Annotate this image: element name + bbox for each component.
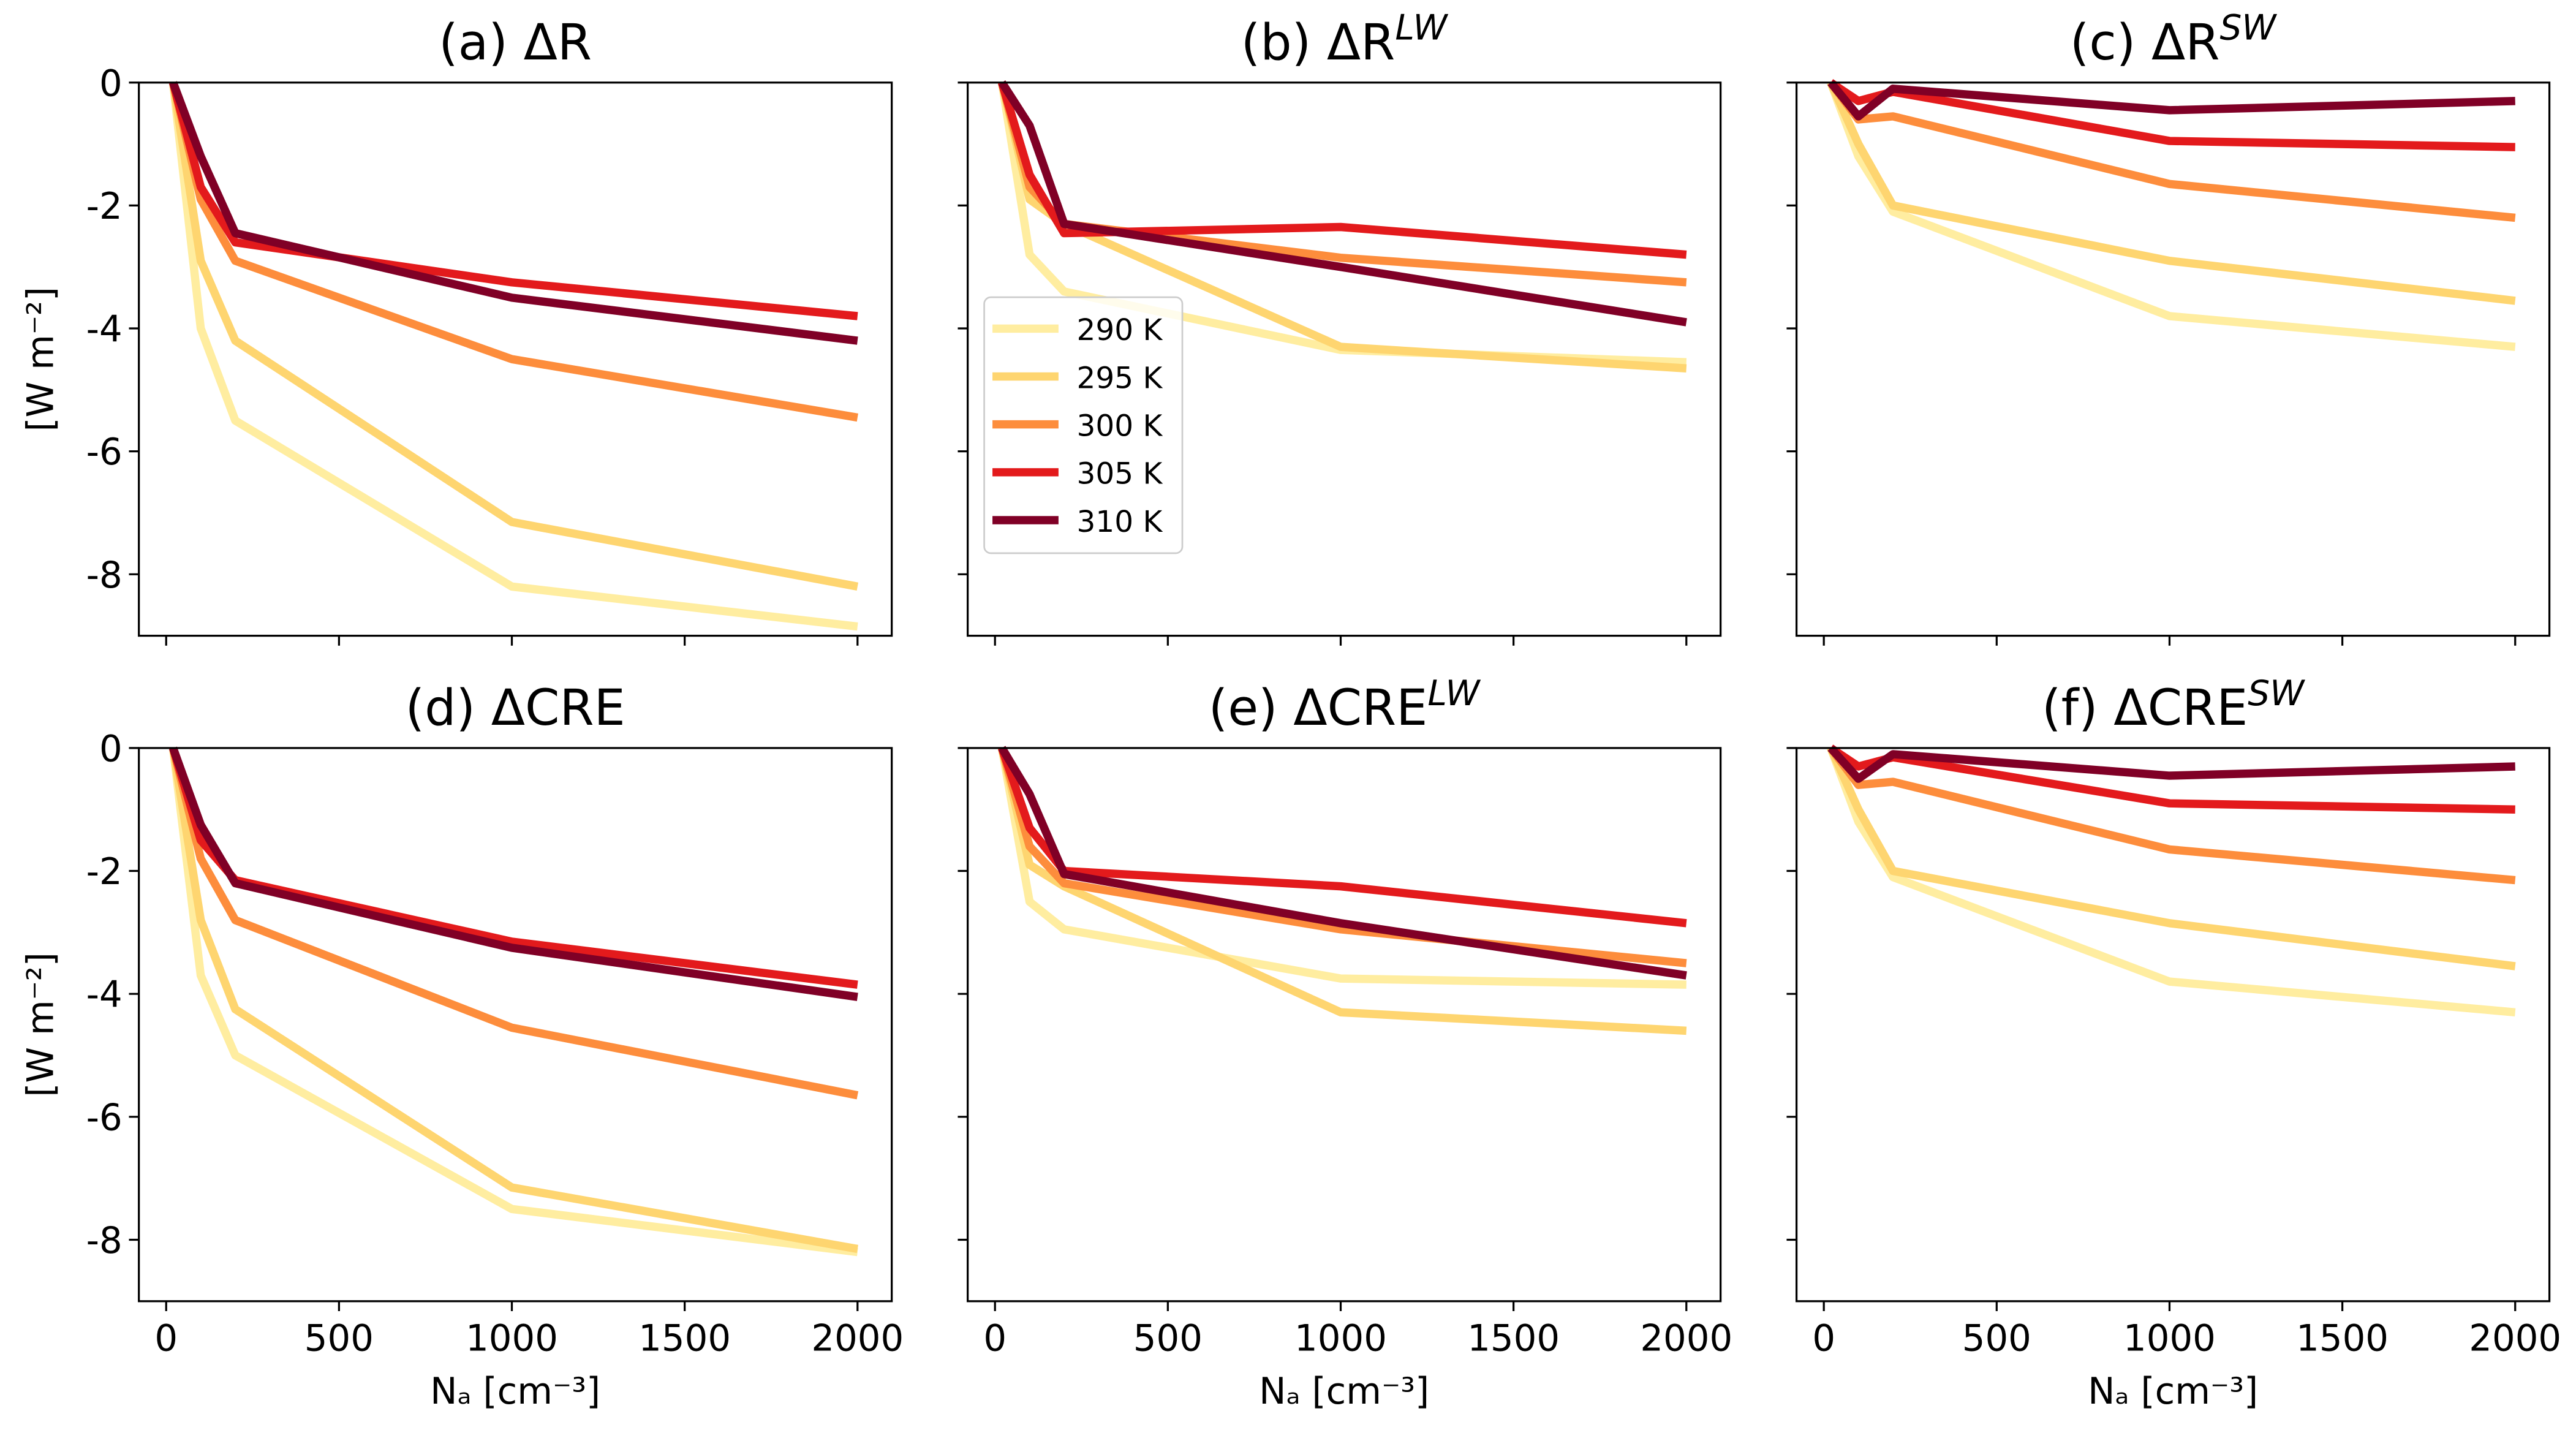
y-tick-label: -6 (86, 431, 123, 473)
title-text: (d) ΔCRE (406, 679, 625, 737)
data-line (168, 747, 858, 1257)
x-tick-label: 1500 (2296, 1317, 2389, 1360)
title-text: (e) ΔCRE (1209, 679, 1428, 737)
x-tick-label: 0 (1812, 1317, 1835, 1360)
y-tick-label: -2 (86, 850, 123, 893)
data-line (998, 81, 1687, 259)
legend-label: 290 K (1077, 313, 1163, 347)
data-line (1827, 80, 2515, 121)
panel-title: (e) ΔCRELW (1209, 673, 1481, 737)
legend-label: 295 K (1077, 361, 1163, 395)
axes-frame (967, 81, 1722, 637)
data-line (998, 746, 1687, 980)
data-line (998, 746, 1687, 928)
data-line (168, 747, 858, 1254)
x-tick-label: 2000 (1640, 1317, 1732, 1360)
panel-title: (c) ΔRSW (2070, 8, 2278, 72)
axes-frame (1795, 747, 2551, 1303)
x-tick-label: 0 (154, 1317, 178, 1360)
y-tick-label: 0 (99, 62, 123, 104)
x-tick-label: 1000 (466, 1317, 558, 1360)
panel-title: (a) ΔR (439, 14, 592, 72)
y-axis-label: [W m⁻²] (20, 287, 62, 432)
x-tick-label: 1500 (638, 1317, 731, 1360)
x-axis-label: Nₐ [cm⁻³] (1259, 1370, 1429, 1412)
data-line (169, 81, 858, 320)
x-tick-label: 1000 (1294, 1317, 1387, 1360)
x-axis-label: Nₐ [cm⁻³] (430, 1370, 600, 1412)
title-text: (b) ΔR (1241, 14, 1396, 72)
legend-box (983, 296, 1184, 554)
data-line (1827, 80, 2516, 305)
x-tick-label: 500 (304, 1317, 374, 1360)
axes-frame (138, 747, 893, 1303)
title-superscript: LW (1427, 673, 1481, 714)
data-line (169, 747, 859, 1100)
data-line (998, 80, 1687, 327)
data-line (169, 81, 858, 345)
data-line (1827, 746, 2516, 970)
title-superscript: SW (2220, 8, 2278, 48)
data-line (168, 81, 859, 591)
panel-title: (f) ΔCRESW (2042, 673, 2305, 737)
y-tick-label: -4 (86, 308, 123, 350)
y-tick-label: -2 (86, 185, 123, 227)
y-tick-label: -8 (86, 554, 123, 596)
x-tick-label: 0 (983, 1317, 1007, 1360)
axes-frame (138, 81, 893, 637)
x-tick-label: 1500 (1467, 1317, 1560, 1360)
x-axis-label: Nₐ [cm⁻³] (2088, 1370, 2258, 1412)
data-line (168, 82, 858, 631)
panel-title: (d) ΔCRE (406, 679, 625, 737)
legend-label: 310 K (1077, 505, 1163, 539)
axes-frame (967, 747, 1722, 1303)
panel-title: (b) ΔRLW (1241, 8, 1449, 72)
legend-label: 305 K (1077, 457, 1163, 491)
legend-label: 300 K (1077, 409, 1163, 444)
title-superscript: LW (1395, 8, 1448, 48)
axes-frame (1795, 81, 2551, 637)
y-tick-label: -6 (86, 1096, 123, 1138)
x-tick-label: 2000 (811, 1317, 904, 1360)
y-tick-label: -4 (86, 974, 123, 1016)
data-line (997, 747, 1686, 989)
y-tick-label: 0 (99, 727, 123, 770)
title-text: (c) ΔR (2070, 14, 2220, 72)
x-tick-label: 1000 (2123, 1317, 2216, 1360)
x-tick-label: 500 (1133, 1317, 1203, 1360)
y-axis-label: [W m⁻²] (20, 952, 62, 1097)
x-tick-label: 2000 (2469, 1317, 2561, 1360)
title-text: (f) ΔCRE (2042, 679, 2248, 737)
x-tick-label: 500 (1962, 1317, 2031, 1360)
data-line (998, 747, 1687, 967)
title-superscript: SW (2248, 673, 2305, 714)
data-line (1827, 745, 2515, 783)
title-text: (a) ΔR (439, 14, 592, 72)
y-tick-label: -8 (86, 1219, 123, 1262)
data-line (997, 81, 1687, 287)
data-line (169, 746, 858, 1001)
